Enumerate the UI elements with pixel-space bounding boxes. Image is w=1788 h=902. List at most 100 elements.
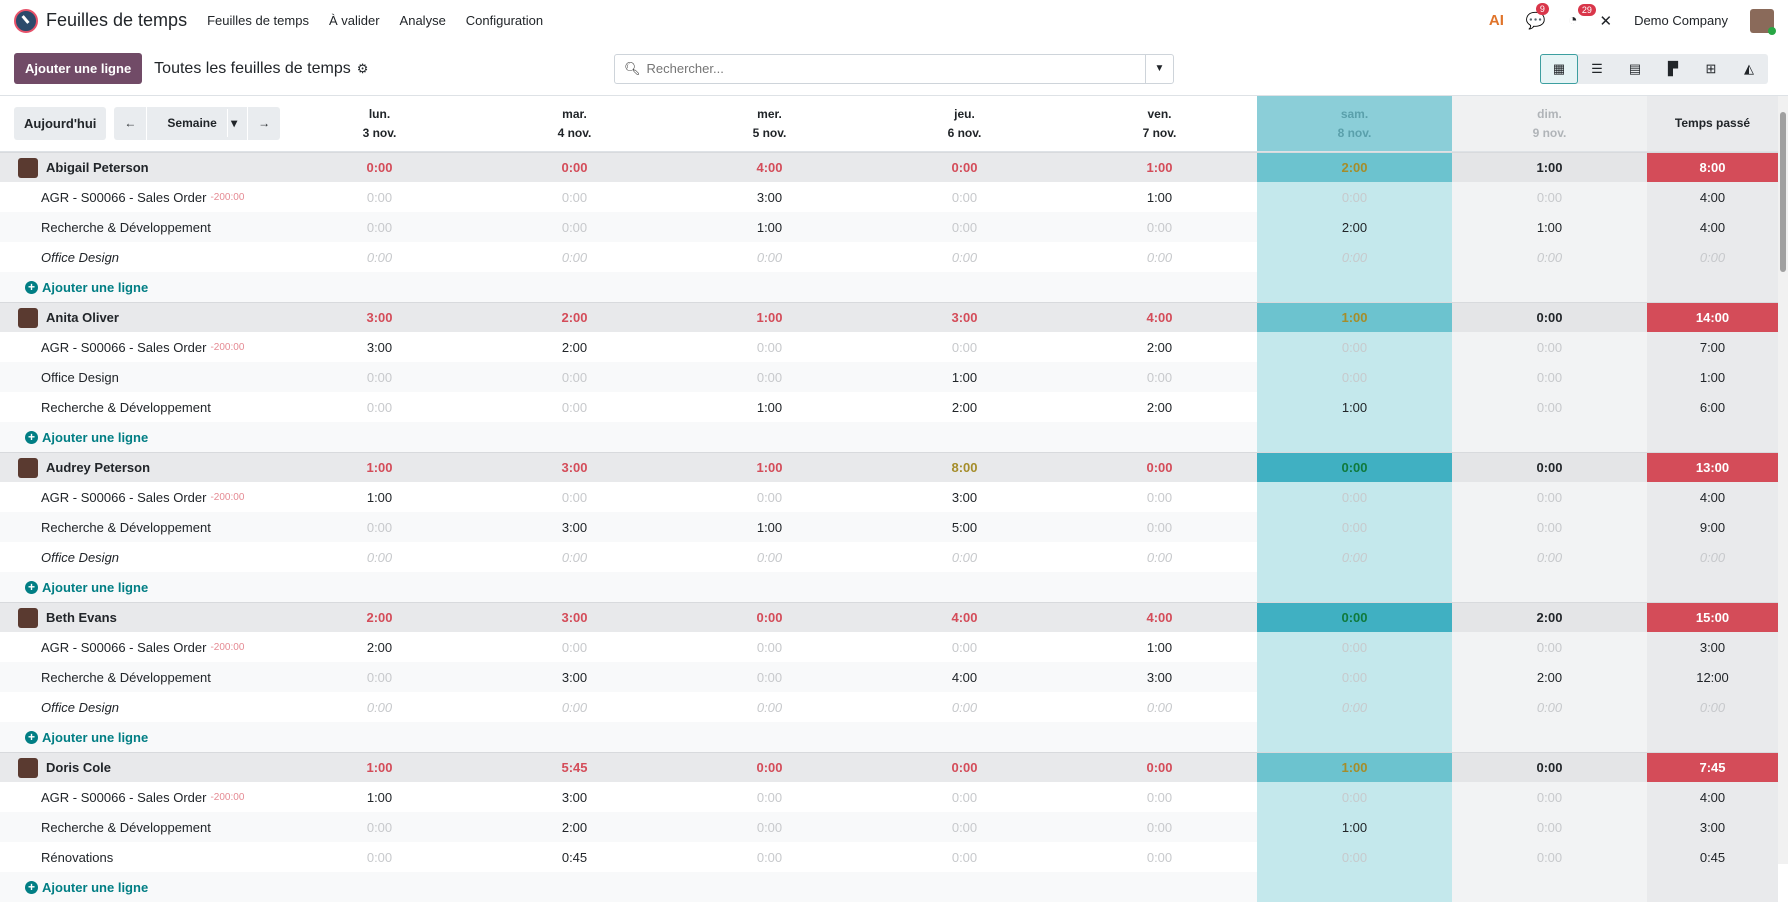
line-label[interactable]: Recherche & Développement — [0, 212, 282, 242]
menu-a-valider[interactable]: À valider — [328, 13, 380, 28]
time-cell[interactable]: 1:00 — [1452, 212, 1647, 242]
time-cell[interactable]: 1:00 — [951, 369, 978, 385]
time-cell[interactable]: 0:00 — [1257, 332, 1452, 362]
pivot-view-icon[interactable]: ⊞ — [1705, 60, 1717, 76]
time-cell[interactable]: 0:00 — [1257, 512, 1452, 542]
time-cell[interactable]: 1:00 — [756, 219, 783, 235]
time-cell[interactable]: 4:00 — [951, 669, 978, 685]
time-cell[interactable]: 2:00 — [561, 819, 588, 835]
app-title[interactable]: Feuilles de temps — [46, 10, 188, 30]
time-cell[interactable]: 0:00 — [756, 819, 783, 835]
time-cell[interactable]: 0:00 — [1257, 662, 1452, 692]
time-cell[interactable]: 0:00 — [1146, 219, 1173, 235]
line-label[interactable]: AGR - S00066 - Sales Order -200:00 — [0, 182, 282, 212]
grid-view-icon[interactable]: ▦ — [1540, 53, 1578, 84]
next-arrow-icon[interactable]: → — [258, 116, 271, 130]
time-cell[interactable]: 0:00 — [1452, 512, 1647, 542]
user-avatar[interactable] — [1750, 8, 1776, 35]
time-cell[interactable]: 0:00 — [951, 699, 978, 715]
time-cell[interactable]: 0:00 — [561, 249, 588, 265]
employee-label[interactable]: Anita Oliver — [0, 303, 282, 332]
time-cell[interactable]: 0:00 — [951, 339, 978, 355]
time-cell[interactable]: 0:00 — [1257, 782, 1452, 812]
add-line-button[interactable]: Ajouter une ligne — [14, 53, 143, 84]
time-cell[interactable]: 0:00 — [1257, 632, 1452, 662]
line-label[interactable]: Office Design — [0, 542, 282, 572]
time-cell[interactable]: 1:00 — [756, 399, 783, 415]
activities-icon[interactable]: ◔ 29 — [1568, 3, 1596, 30]
time-cell[interactable]: 0:00 — [561, 549, 588, 565]
time-cell[interactable]: 0:00 — [1146, 489, 1173, 505]
line-label[interactable]: Recherche & Développement — [0, 512, 282, 542]
line-label[interactable]: Office Design — [0, 362, 282, 392]
kanban-view-icon[interactable]: ▛ — [1668, 60, 1678, 76]
time-cell[interactable]: 0:00 — [951, 189, 978, 205]
time-cell[interactable]: 0:00 — [756, 369, 783, 385]
search-input[interactable] — [646, 61, 1145, 76]
time-cell[interactable]: 0:00 — [951, 849, 978, 865]
time-cell[interactable]: 0:00 — [756, 489, 783, 505]
time-cell[interactable]: 0:00 — [366, 369, 393, 385]
time-cell[interactable]: 0:00 — [561, 639, 588, 655]
time-cell[interactable]: 0:00 — [1257, 842, 1452, 872]
time-cell[interactable]: 0:00 — [951, 819, 978, 835]
company-switcher[interactable]: Demo Company — [1634, 13, 1728, 28]
employee-label[interactable]: Abigail Peterson — [0, 153, 282, 182]
time-cell[interactable]: 1:00 — [1146, 189, 1173, 205]
time-cell[interactable]: 3:00 — [561, 789, 588, 805]
time-cell[interactable]: 1:00 — [1257, 812, 1452, 842]
time-cell[interactable]: 0:00 — [756, 669, 783, 685]
time-cell[interactable]: 0:00 — [951, 639, 978, 655]
line-label[interactable]: Recherche & Développement — [0, 662, 282, 692]
time-cell[interactable]: 0:00 — [951, 249, 978, 265]
messages-icon[interactable]: 💬 9 — [1526, 2, 1549, 31]
time-cell[interactable]: 0:00 — [366, 399, 393, 415]
time-cell[interactable]: 0:00 — [1146, 819, 1173, 835]
line-label[interactable]: Office Design — [0, 242, 282, 272]
line-label[interactable]: AGR - S00066 - Sales Order -200:00 — [0, 782, 282, 812]
time-cell[interactable]: 0:00 — [1452, 542, 1647, 572]
time-cell[interactable]: 3:00 — [366, 339, 393, 355]
time-cell[interactable]: 0:00 — [561, 189, 588, 205]
time-cell[interactable]: 0:00 — [1257, 182, 1452, 212]
time-cell[interactable]: 0:00 — [561, 369, 588, 385]
add-line-link[interactable]: + Ajouter une ligne — [0, 422, 282, 452]
previous-arrow-icon[interactable]: ← — [114, 107, 148, 140]
time-cell[interactable]: 0:00 — [1452, 332, 1647, 362]
time-cell[interactable]: 5:00 — [951, 519, 978, 535]
line-label[interactable]: AGR - S00066 - Sales Order -200:00 — [0, 632, 282, 662]
time-cell[interactable]: 3:00 — [951, 489, 978, 505]
ai-icon[interactable]: AI — [1488, 12, 1504, 29]
time-cell[interactable]: 0:45 — [561, 849, 588, 865]
period-dropdown[interactable]: Semaine ▾ — [147, 107, 249, 140]
tools-icon[interactable]: ✕ — [1599, 12, 1613, 30]
time-cell[interactable]: 0:00 — [561, 399, 588, 415]
time-cell[interactable]: 3:00 — [561, 519, 588, 535]
time-cell[interactable]: 0:00 — [1146, 549, 1173, 565]
time-cell[interactable]: 0:00 — [951, 549, 978, 565]
line-label[interactable]: AGR - S00066 - Sales Order -200:00 — [0, 482, 282, 512]
time-cell[interactable]: 2:00 — [366, 639, 393, 655]
time-cell[interactable]: 0:00 — [1146, 849, 1173, 865]
time-cell[interactable]: 0:00 — [756, 639, 783, 655]
time-cell[interactable]: 0:00 — [1452, 842, 1647, 872]
gear-icon[interactable]: ⚙ — [356, 60, 369, 76]
line-label[interactable]: Recherche & Développement — [0, 392, 282, 422]
add-line-link[interactable]: + Ajouter une ligne — [0, 722, 282, 752]
time-cell[interactable]: 0:00 — [1146, 249, 1173, 265]
time-cell[interactable]: 1:00 — [366, 789, 393, 805]
time-cell[interactable]: 0:00 — [1257, 362, 1452, 392]
add-line-link[interactable]: + Ajouter une ligne — [0, 272, 282, 302]
time-cell[interactable]: 1:00 — [1257, 392, 1452, 422]
employee-label[interactable]: Doris Cole — [0, 753, 282, 782]
time-cell[interactable]: 0:00 — [1146, 789, 1173, 805]
employee-label[interactable]: Audrey Peterson — [0, 453, 282, 482]
menu-configuration[interactable]: Configuration — [465, 13, 544, 28]
time-cell[interactable]: 0:00 — [561, 699, 588, 715]
time-cell[interactable]: 2:00 — [561, 339, 588, 355]
time-cell[interactable]: 0:00 — [1257, 242, 1452, 272]
time-cell[interactable]: 0:00 — [1452, 812, 1647, 842]
time-cell[interactable]: 0:00 — [1146, 369, 1173, 385]
time-cell[interactable]: 0:00 — [366, 249, 393, 265]
time-cell[interactable]: 0:00 — [1257, 482, 1452, 512]
